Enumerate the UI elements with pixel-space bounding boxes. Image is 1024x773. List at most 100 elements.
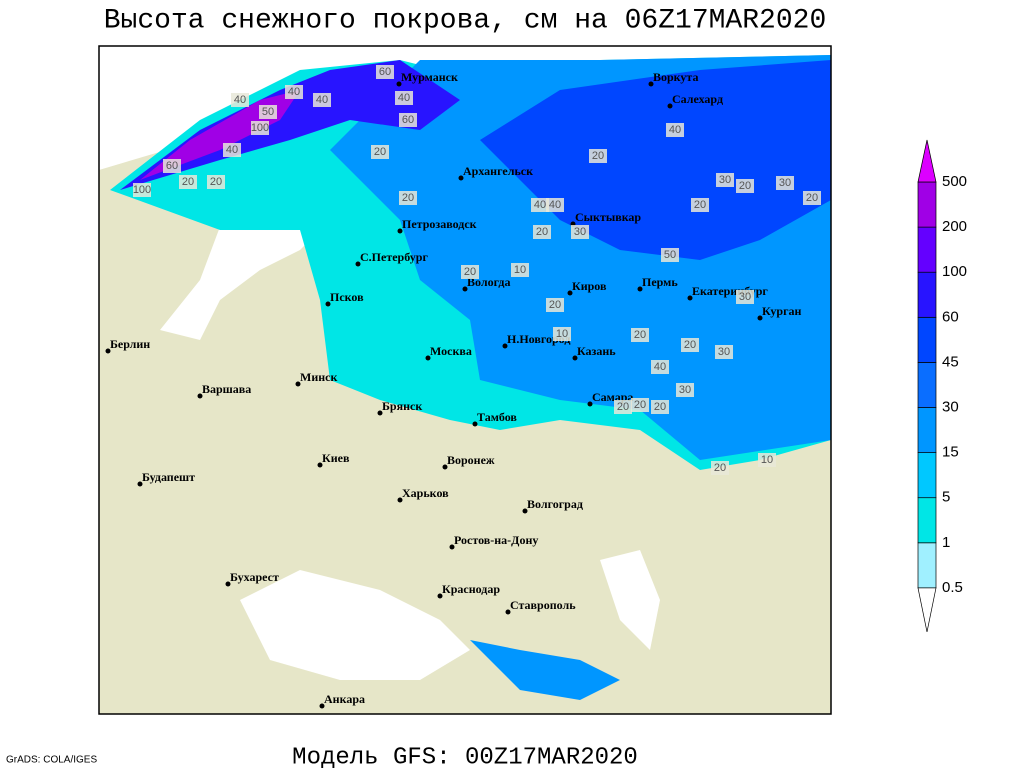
map-area <box>98 45 832 715</box>
contour-label-box <box>553 327 571 341</box>
contour-label-box <box>371 145 389 159</box>
contour-label-box <box>259 105 277 119</box>
contour-label-box <box>676 383 694 397</box>
city-dot <box>397 497 403 503</box>
legend-over <box>917 139 937 183</box>
contour-label: 60 <box>379 66 391 78</box>
contour-label: 10 <box>514 264 526 276</box>
contour-label: 20 <box>549 299 561 311</box>
caspian-sea <box>600 550 660 650</box>
city-label: Волгоград <box>527 497 583 511</box>
city-dot <box>462 286 468 292</box>
legend-level: 15 <box>942 444 959 461</box>
legend-swatch <box>917 271 937 318</box>
city-label: Будапешт <box>142 470 195 484</box>
city-label: Пермь <box>642 275 678 289</box>
city-dot <box>505 609 511 615</box>
contour-label: 100 <box>251 122 269 134</box>
city-dot <box>397 228 403 234</box>
contour-label: 30 <box>574 226 586 238</box>
contour-label-box <box>681 338 699 352</box>
contour-label-box <box>231 93 249 107</box>
labels: Мурманск Воркута Салехард Архангельск Сыктыв… <box>105 65 821 709</box>
city-label: Казань <box>577 344 616 358</box>
contour-label: 10 <box>556 328 568 340</box>
legend-under <box>917 587 937 632</box>
contour-label: 40 <box>549 199 561 211</box>
city-dot <box>587 401 593 407</box>
contour-label-box <box>163 159 181 173</box>
contour-label: 20 <box>694 199 706 211</box>
city-label: Мурманск <box>401 70 458 84</box>
contour-label-box <box>803 191 821 205</box>
city-label: Тамбов <box>477 410 517 424</box>
city-label: Бухарест <box>230 570 279 584</box>
contour-label-box <box>133 183 151 197</box>
contour-label-box <box>546 198 564 212</box>
city-dot <box>757 315 763 321</box>
legend-swatch <box>917 181 937 228</box>
city-dot <box>377 410 383 416</box>
contour-label-box <box>758 453 776 467</box>
contour-label-box <box>666 123 684 137</box>
city-label: С.Петербург <box>360 250 428 264</box>
contour-label-box <box>631 328 649 342</box>
contour-label: 20 <box>402 192 414 204</box>
contour-label: 30 <box>718 346 730 358</box>
city-label: Петрозаводск <box>402 217 477 231</box>
legend-swatch <box>917 497 937 544</box>
map-frame <box>98 45 832 715</box>
legend-level: 45 <box>942 353 959 370</box>
contour-label-box <box>546 298 564 312</box>
legend-level: 0.5 <box>942 579 963 596</box>
contour-label: 50 <box>664 249 676 261</box>
legend-level: 100 <box>942 263 967 280</box>
contour-label-box <box>207 175 225 189</box>
snow-cover <box>470 640 620 700</box>
contour-label-box <box>631 398 649 412</box>
city-dot <box>648 81 654 87</box>
contour-label-box <box>691 198 709 212</box>
contour-label-box <box>285 85 303 99</box>
contour-label: 20 <box>374 146 386 158</box>
contour-label: 40 <box>316 94 328 106</box>
contour-label-box <box>399 113 417 127</box>
legend-swatch <box>917 362 937 408</box>
contour-label: 60 <box>402 114 414 126</box>
contour-label: 20 <box>210 176 222 188</box>
contour-label-box <box>571 225 589 239</box>
contour-label: 20 <box>536 226 548 238</box>
snow-cover <box>480 60 831 260</box>
legend-level: 5 <box>942 489 950 506</box>
city-label: Берлин <box>110 337 150 351</box>
model-footer: Модель GFS: 00Z17MAR2020 <box>292 744 638 768</box>
contour-label: 20 <box>654 401 666 413</box>
contour-label-box <box>614 400 632 414</box>
contour-label: 40 <box>234 94 246 106</box>
credit: GrADS: COLA/IGES <box>6 755 97 766</box>
city-dot <box>197 393 203 399</box>
contour-label-box <box>461 265 479 279</box>
city-dot <box>295 381 301 387</box>
city-label: Варшава <box>202 382 251 396</box>
contour-label-box <box>179 175 197 189</box>
city-dot <box>572 355 578 361</box>
contour-label-box <box>313 93 331 107</box>
contour-label: 20 <box>634 329 646 341</box>
legend-swatch <box>917 316 937 363</box>
legend-swatch <box>917 452 937 499</box>
city-label: Салехард <box>672 92 723 106</box>
legend-swatch <box>917 226 937 273</box>
city-label: Москва <box>430 344 472 358</box>
city-dot <box>442 464 448 470</box>
city-dot <box>567 290 573 296</box>
contour-label: 30 <box>719 174 731 186</box>
legend-level: 1 <box>942 534 950 551</box>
contour-label-box <box>711 461 729 475</box>
city-dot <box>355 261 361 267</box>
city-dot <box>502 343 508 349</box>
city-label: Архангельск <box>463 164 533 178</box>
city-label: Краснодар <box>442 582 500 596</box>
city-label: Воронеж <box>447 453 495 467</box>
